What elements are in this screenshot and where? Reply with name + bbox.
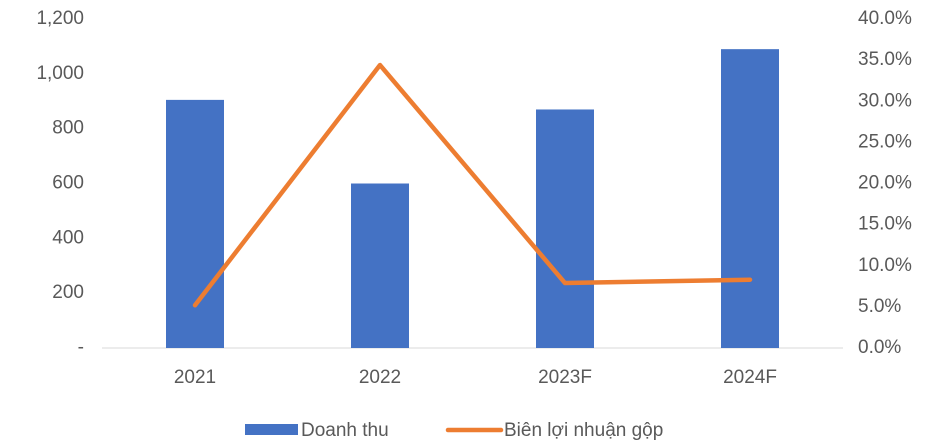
y-tick-label: 200 bbox=[52, 282, 84, 303]
legend-swatch bbox=[245, 424, 298, 435]
x-tick-label: 2021 bbox=[174, 367, 216, 388]
y2-tick-label: 40.0% bbox=[858, 8, 912, 29]
legend-label: Doanh thu bbox=[301, 420, 389, 441]
y2-tick-label: 20.0% bbox=[858, 173, 912, 194]
y2-tick-label: 10.0% bbox=[858, 255, 912, 276]
y2-tick-label: 15.0% bbox=[858, 214, 912, 235]
bar bbox=[351, 183, 409, 348]
y-tick-label: 800 bbox=[52, 118, 84, 139]
x-tick-label: 2023F bbox=[538, 367, 592, 388]
x-tick-label: 2022 bbox=[359, 367, 401, 388]
line bbox=[192, 62, 753, 308]
y-tick-label: 1,000 bbox=[36, 63, 84, 84]
y2-tick-label: 25.0% bbox=[858, 131, 912, 152]
bar bbox=[721, 49, 779, 349]
y2-tick-label: 35.0% bbox=[858, 49, 912, 70]
bar bbox=[166, 99, 224, 348]
y2-tick-label: 5.0% bbox=[858, 296, 901, 317]
y2-tick-label: 0.0% bbox=[858, 337, 901, 358]
y-tick-label: 1,200 bbox=[36, 8, 84, 29]
y-tick-label: 400 bbox=[52, 227, 84, 248]
y-tick-label: 600 bbox=[52, 173, 84, 194]
y-tick-label: - bbox=[78, 337, 84, 358]
bar bbox=[536, 109, 594, 348]
x-tick-label: 2024F bbox=[723, 367, 777, 388]
legend-label: Biên lợi nhuận gộp bbox=[504, 420, 663, 441]
y2-tick-label: 30.0% bbox=[858, 90, 912, 111]
